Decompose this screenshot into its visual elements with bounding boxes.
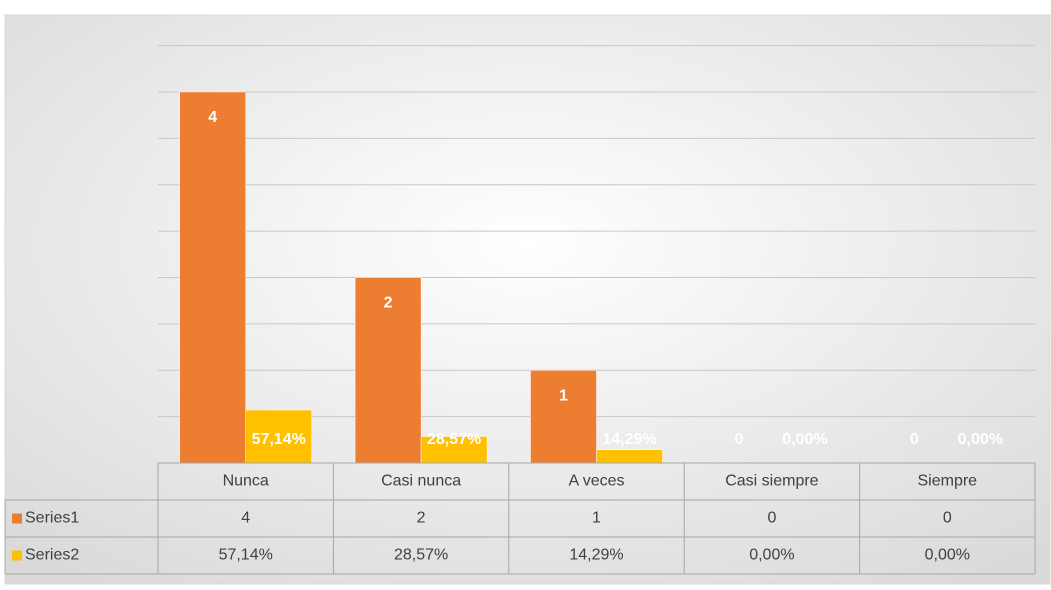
table-value: 28,57% [394, 547, 448, 564]
chart-background [4, 14, 1051, 585]
table-value: 1 [592, 510, 601, 527]
bar [179, 91, 246, 464]
table-value: 0 [767, 510, 776, 527]
x-tick-label: A veces [568, 473, 624, 490]
data-label: 0 [910, 431, 919, 448]
bar [530, 369, 597, 464]
table-value: 57,14% [219, 547, 273, 564]
table-value: 0,00% [749, 547, 794, 564]
table-value: 14,29% [569, 547, 623, 564]
data-label: 0,00% [782, 431, 827, 448]
data-label: 0,00% [958, 431, 1003, 448]
legend-key [12, 513, 22, 524]
data-label: 28,57% [427, 431, 481, 448]
x-tick-label: Casi siempre [725, 473, 818, 490]
bar [354, 277, 422, 464]
data-label: 57,14% [252, 431, 306, 448]
table-value: 0,00% [925, 547, 970, 564]
legend-key [12, 550, 22, 561]
data-label: 1 [559, 387, 568, 404]
table-value: 2 [417, 510, 426, 527]
x-tick-label: Nunca [223, 473, 269, 490]
legend-label: Series1 [25, 510, 79, 527]
data-label: 4 [208, 109, 217, 126]
data-label: 14,29% [602, 431, 656, 448]
data-label: 0 [734, 431, 743, 448]
x-tick-label: Siempre [918, 473, 978, 490]
bar [245, 409, 312, 464]
bar [596, 449, 663, 464]
legend-label: Series2 [25, 547, 79, 564]
x-tick-label: Casi nunca [381, 473, 461, 490]
data-label: 2 [384, 295, 393, 312]
table-value: 0 [943, 510, 952, 527]
table-value: 4 [241, 510, 250, 527]
